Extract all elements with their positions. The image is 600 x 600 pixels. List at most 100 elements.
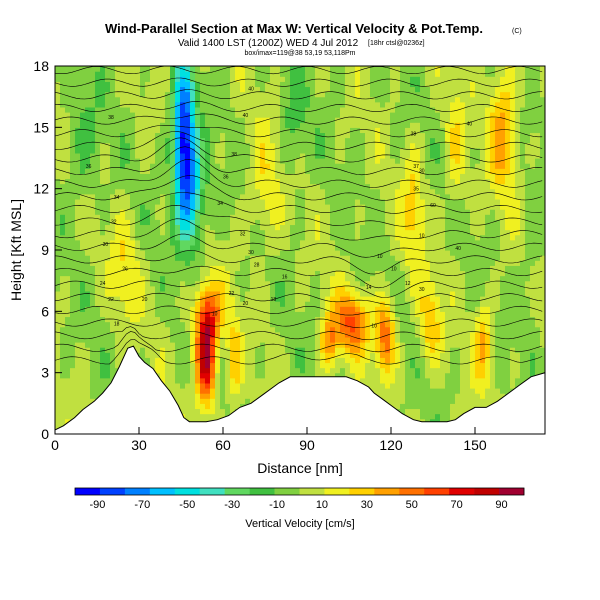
heatmap-cell xyxy=(90,66,96,72)
heatmap-cell xyxy=(165,101,171,108)
heatmap-cell xyxy=(150,127,156,134)
heatmap-cell xyxy=(55,112,61,118)
heatmap-cell xyxy=(235,142,241,149)
heatmap-cell xyxy=(160,336,166,343)
heatmap-cell xyxy=(295,372,301,379)
heatmap-cell xyxy=(385,178,391,185)
heatmap-cell xyxy=(60,142,66,149)
heatmap-cell xyxy=(310,301,316,307)
heatmap-cell xyxy=(215,336,221,343)
heatmap-cell xyxy=(95,234,101,241)
heatmap-cell xyxy=(195,408,201,415)
heatmap-cell xyxy=(380,96,386,103)
heatmap-cell xyxy=(325,224,331,231)
heatmap-cell xyxy=(365,173,371,180)
heatmap-cell xyxy=(110,127,116,134)
heatmap-cell xyxy=(240,198,246,205)
heatmap-cell xyxy=(395,183,401,190)
heatmap-cell xyxy=(105,137,111,144)
heatmap-cell xyxy=(385,311,391,318)
heatmap-cell xyxy=(140,173,146,180)
heatmap-cell xyxy=(315,178,321,185)
heatmap-cell xyxy=(185,147,191,154)
heatmap-cell xyxy=(335,331,341,338)
heatmap-cell xyxy=(215,224,221,231)
heatmap-cell xyxy=(390,219,396,226)
heatmap-cell xyxy=(205,357,211,364)
heatmap-cell xyxy=(105,239,111,246)
heatmap-cell xyxy=(190,331,196,338)
heatmap-cell xyxy=(290,142,296,149)
heatmap-cell xyxy=(230,239,236,246)
heatmap-cell xyxy=(370,377,376,384)
heatmap-cell xyxy=(165,342,171,348)
heatmap-cell xyxy=(190,321,196,328)
heatmap-cell xyxy=(340,147,346,154)
heatmap-cell xyxy=(155,76,161,82)
heatmap-cell xyxy=(370,347,376,353)
heatmap-cell xyxy=(335,122,341,128)
heatmap-cell xyxy=(330,142,336,149)
heatmap-cell xyxy=(330,173,336,180)
heatmap-cell xyxy=(240,306,246,312)
heatmap-cell xyxy=(285,101,291,108)
heatmap-cell xyxy=(115,132,121,139)
heatmap-cell xyxy=(190,250,196,256)
heatmap-cell xyxy=(120,280,126,287)
heatmap-cell xyxy=(385,357,391,364)
heatmap-cell xyxy=(170,158,176,164)
heatmap-cell xyxy=(190,76,196,82)
heatmap-cell xyxy=(345,168,351,174)
heatmap-cell xyxy=(95,106,101,113)
heatmap-cell xyxy=(320,147,326,154)
heatmap-cell xyxy=(90,265,96,272)
heatmap-cell xyxy=(350,137,356,144)
heatmap-cell xyxy=(80,101,86,108)
heatmap-cell xyxy=(175,357,181,364)
heatmap-cell xyxy=(325,352,331,358)
heatmap-cell xyxy=(215,250,221,256)
heatmap-cell xyxy=(205,296,211,302)
heatmap-cell xyxy=(65,393,71,399)
heatmap-cell xyxy=(290,96,296,103)
heatmap-cell xyxy=(105,326,111,333)
heatmap-cell xyxy=(65,112,71,118)
heatmap-cell xyxy=(335,311,341,318)
heatmap-cell xyxy=(245,168,251,174)
heatmap-cell xyxy=(235,234,241,241)
heatmap-cell xyxy=(140,275,146,282)
heatmap-cell xyxy=(250,158,256,164)
heatmap-cell xyxy=(285,106,291,113)
heatmap-cell xyxy=(55,382,61,389)
heatmap-cell xyxy=(195,122,201,128)
heatmap-cell xyxy=(55,357,61,364)
heatmap-cell xyxy=(130,178,136,185)
heatmap-cell xyxy=(180,331,186,338)
heatmap-cell xyxy=(60,86,66,93)
heatmap-cell xyxy=(200,275,206,282)
heatmap-cell xyxy=(375,188,381,195)
heatmap-cell xyxy=(325,168,331,174)
heatmap-cell xyxy=(300,347,306,353)
heatmap-cell xyxy=(230,209,236,215)
heatmap-cell xyxy=(145,163,151,169)
heatmap-cell xyxy=(255,132,261,139)
heatmap-cell xyxy=(135,91,141,98)
heatmap-cell xyxy=(270,255,276,261)
heatmap-cell xyxy=(70,413,76,420)
heatmap-cell xyxy=(110,285,116,292)
heatmap-cell xyxy=(245,393,251,399)
heatmap-cell xyxy=(145,209,151,215)
heatmap-cell xyxy=(250,244,256,251)
heatmap-cell xyxy=(245,306,251,312)
heatmap-cell xyxy=(60,255,66,261)
heatmap-cell xyxy=(60,403,66,410)
heatmap-cell xyxy=(240,393,246,399)
heatmap-cell xyxy=(250,106,256,113)
heatmap-cell xyxy=(95,285,101,292)
heatmap-cell xyxy=(240,285,246,292)
heatmap-cell xyxy=(185,290,191,297)
heatmap-cell xyxy=(60,382,66,389)
heatmap-cell xyxy=(265,66,271,72)
heatmap-cell xyxy=(90,342,96,348)
